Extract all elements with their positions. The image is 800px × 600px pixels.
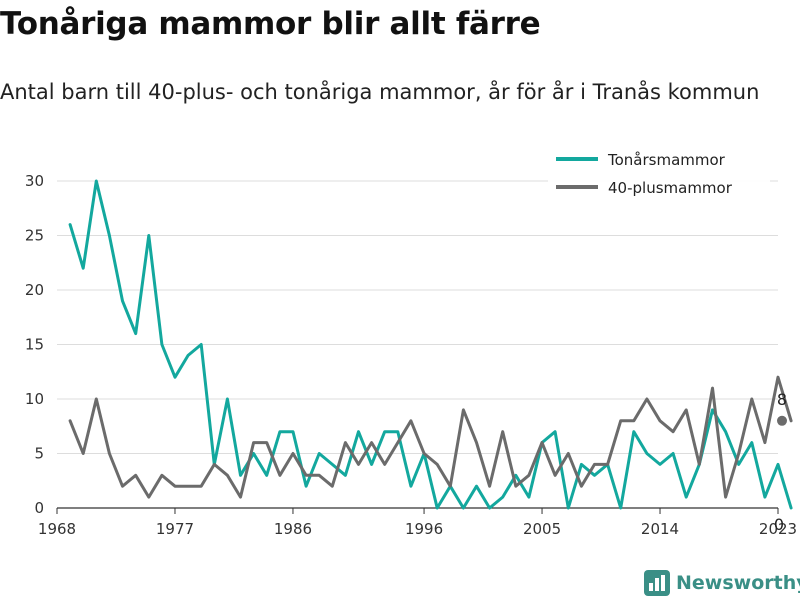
y-tick-label: 0: [34, 499, 44, 517]
y-tick-label: 15: [25, 336, 44, 354]
y-axis-ticks: 0 5 10 15 20 25 30: [25, 172, 44, 517]
y-tick-label: 5: [34, 445, 44, 463]
series-end-marker: [777, 415, 787, 426]
series-lines: [68, 179, 793, 510]
chart-title: Tonåriga mammor blir allt färre: [0, 6, 541, 42]
brand-logo: Newsworthy: [644, 568, 800, 598]
grid-lines: [57, 180, 778, 454]
x-tick-label: 2014: [641, 520, 679, 538]
end-markers: 80: [774, 390, 787, 534]
chart-subtitle: Antal barn till 40-plus- och tonåriga ma…: [0, 80, 760, 104]
brand-name: Newsworthy: [676, 572, 800, 594]
y-tick-label: 30: [25, 172, 44, 190]
end-label-teen: 0: [774, 515, 784, 534]
y-tick-label: 25: [25, 227, 44, 245]
x-tick-label: 1968: [38, 520, 76, 538]
x-tick-label: 1996: [405, 520, 443, 538]
x-tick-label: 2005: [523, 520, 561, 538]
legend: Tonårsmammor 40-plusmammor: [548, 144, 770, 206]
y-tick-label: 10: [25, 390, 44, 408]
series-line-2: [68, 375, 793, 499]
x-tick-label: 1986: [274, 520, 312, 538]
end-label-40plus: 8: [777, 390, 787, 409]
series-line-1: [68, 179, 793, 510]
legend-label: Tonårsmammor: [607, 151, 726, 169]
x-axis-ticks: 1968 1977 1986 1996 2005 2014 2023: [38, 508, 797, 538]
y-tick-label: 20: [25, 281, 44, 299]
x-tick-label: 2023: [759, 520, 797, 538]
legend-label: 40-plusmammor: [608, 179, 733, 197]
x-tick-label: 1977: [156, 520, 194, 538]
legend-background: [548, 144, 770, 206]
bar-chart-logo-icon: [644, 570, 670, 596]
